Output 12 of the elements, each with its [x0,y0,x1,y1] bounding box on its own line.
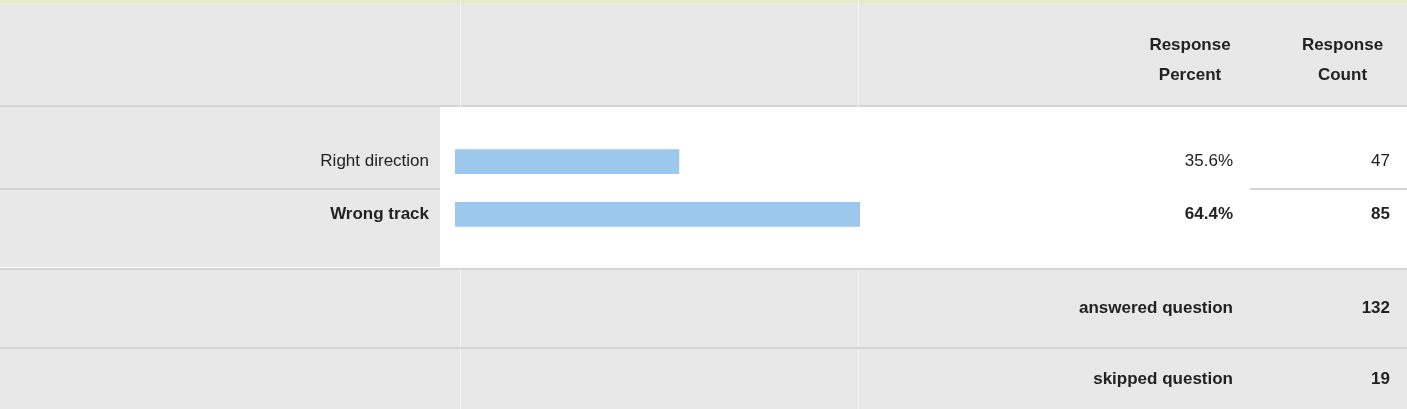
text: 19 [1370,369,1390,389]
text: 47 [1371,151,1390,171]
text: answered question [1078,298,1233,318]
data-label: 35.6% [1184,151,1233,171]
text: skipped question [1092,369,1233,389]
text: 132 [1360,298,1390,318]
text: 85 [1371,204,1390,224]
y-tick-label: Wrong track [330,204,430,224]
text: Response Percent [1148,34,1232,86]
y-tick-label: Right direction [320,151,429,171]
text: Response Count [1300,34,1385,86]
data-label: 64.4% [1184,204,1233,224]
